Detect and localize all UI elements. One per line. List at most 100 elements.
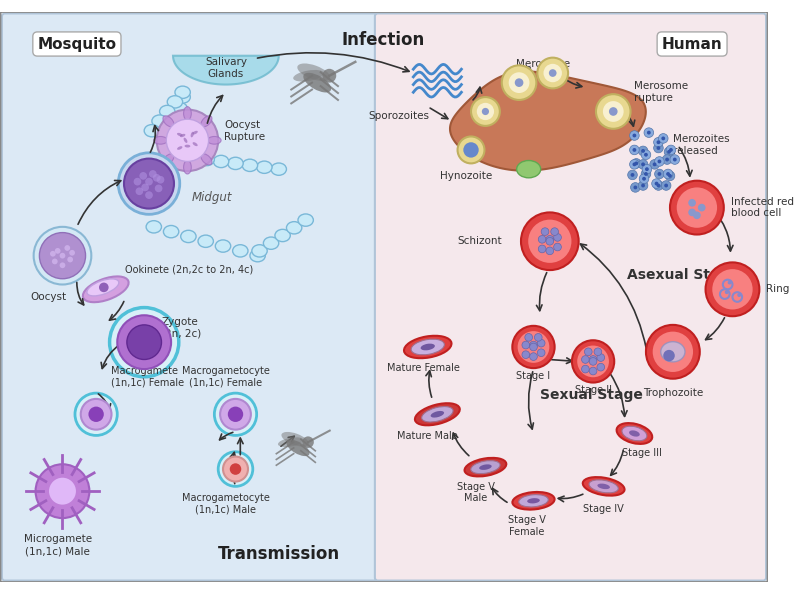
Ellipse shape [163,154,174,165]
Circle shape [646,325,700,379]
Ellipse shape [293,70,324,81]
Circle shape [631,162,635,165]
Circle shape [471,97,500,126]
Circle shape [594,348,602,356]
Circle shape [218,452,252,486]
Circle shape [725,290,729,294]
Circle shape [228,406,243,422]
Text: Stage I: Stage I [516,371,551,381]
Text: Hynozoite: Hynozoite [440,171,492,181]
Circle shape [662,180,672,189]
Text: Oocyst: Oocyst [30,292,66,302]
Ellipse shape [519,495,548,507]
Ellipse shape [83,276,129,302]
Circle shape [554,243,562,251]
Ellipse shape [161,148,176,161]
Circle shape [654,169,658,173]
Ellipse shape [250,249,265,262]
Ellipse shape [183,139,189,142]
Circle shape [677,188,717,228]
Ellipse shape [198,235,213,247]
Circle shape [662,168,671,178]
Polygon shape [450,71,646,170]
Circle shape [653,331,693,372]
Ellipse shape [144,125,160,137]
Ellipse shape [304,73,331,93]
Circle shape [117,315,171,369]
Circle shape [589,367,597,375]
Ellipse shape [215,240,231,252]
Circle shape [223,457,248,482]
Circle shape [530,343,538,351]
Circle shape [644,128,654,137]
Circle shape [572,340,614,383]
Text: Macrogamete
(1n,1c) Female: Macrogamete (1n,1c) Female [110,366,184,387]
Ellipse shape [153,137,167,144]
Circle shape [528,220,571,263]
Text: Mosquito: Mosquito [38,36,117,52]
Ellipse shape [199,153,214,166]
Ellipse shape [264,237,279,249]
Circle shape [664,171,668,175]
Circle shape [597,353,605,361]
Polygon shape [173,56,279,84]
Ellipse shape [278,437,304,447]
Text: Macrogametocyte
(1n,1c) Female: Macrogametocyte (1n,1c) Female [182,366,270,387]
Circle shape [641,150,650,160]
Circle shape [670,155,680,165]
Ellipse shape [163,116,174,127]
Circle shape [155,185,162,192]
Text: Transmission: Transmission [217,545,340,563]
Circle shape [609,107,618,116]
Text: Ookinete (2n,2c to 2n, 4c): Ookinete (2n,2c to 2n, 4c) [125,265,253,275]
Ellipse shape [582,477,625,495]
Circle shape [582,356,589,364]
Ellipse shape [177,146,182,150]
Circle shape [36,465,89,518]
Ellipse shape [185,143,189,149]
Ellipse shape [233,245,248,257]
Text: Trophozoite: Trophozoite [642,388,703,399]
Circle shape [737,293,741,297]
Circle shape [157,109,218,171]
Circle shape [630,179,639,188]
Circle shape [728,280,732,285]
Circle shape [666,182,669,187]
Circle shape [525,333,532,341]
Text: Stage V
Male: Stage V Male [457,482,495,503]
Circle shape [214,393,256,435]
Circle shape [663,169,673,179]
Circle shape [65,245,70,251]
Circle shape [39,233,85,279]
Text: Salivary
Glands: Salivary Glands [205,58,247,79]
Circle shape [153,174,161,182]
Circle shape [657,140,660,144]
Ellipse shape [208,137,221,144]
Ellipse shape [464,458,507,476]
Circle shape [603,101,624,122]
Circle shape [633,148,636,152]
Circle shape [630,145,639,155]
Circle shape [630,131,639,140]
Ellipse shape [152,115,167,127]
Ellipse shape [298,214,313,226]
Circle shape [642,165,652,174]
Ellipse shape [661,342,685,362]
Circle shape [530,353,538,361]
Ellipse shape [189,133,195,136]
Ellipse shape [213,155,229,168]
Ellipse shape [193,142,197,146]
Circle shape [654,147,663,157]
Circle shape [323,69,336,83]
Ellipse shape [471,460,500,473]
Circle shape [220,399,251,429]
Circle shape [518,331,550,363]
Circle shape [589,358,597,365]
Circle shape [530,341,538,349]
Circle shape [641,179,650,188]
Circle shape [539,245,546,253]
Circle shape [693,211,701,219]
Circle shape [584,348,592,356]
Ellipse shape [297,64,330,81]
Circle shape [712,269,753,309]
